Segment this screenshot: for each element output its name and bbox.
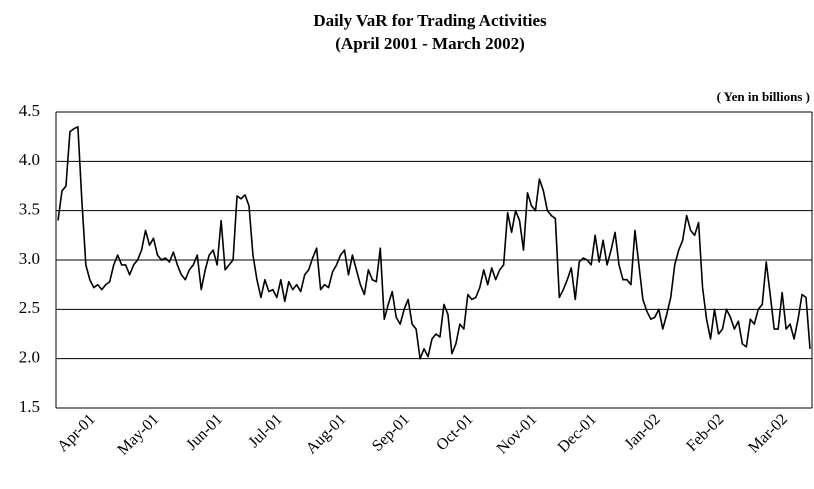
x-tick-label: Nov-01 <box>494 411 541 458</box>
x-tick-label: Aug-01 <box>303 411 350 458</box>
x-tick-label: Jun-01 <box>183 411 226 454</box>
y-tick-label: 3.0 <box>19 249 40 268</box>
x-tick-label: Sep-01 <box>369 411 413 455</box>
x-tick-label: Jan-02 <box>621 411 663 453</box>
data-line <box>57 126 811 360</box>
x-tick-label: Feb-02 <box>683 411 727 455</box>
x-tick-label: Oct-01 <box>433 411 476 454</box>
chart-subtitle: (April 2001 - March 2002) <box>335 34 525 53</box>
y-tick-label: 2.0 <box>19 348 40 367</box>
y-tick-label: 3.5 <box>19 200 40 219</box>
x-tick-label: Apr-01 <box>54 411 98 455</box>
y-tick-label: 2.5 <box>19 298 40 317</box>
unit-note: ( Yen in billions ) <box>717 89 810 104</box>
y-tick-label: 4.0 <box>19 150 40 169</box>
chart-title: Daily VaR for Trading Activities <box>313 11 547 30</box>
y-tick-label: 4.5 <box>19 101 40 120</box>
x-tick-label: Mar-02 <box>745 411 791 457</box>
x-tick-label: Dec-01 <box>555 411 600 456</box>
x-tick-label: May-01 <box>115 411 163 459</box>
x-tick-label: Jul-01 <box>245 411 285 451</box>
y-tick-label: 1.5 <box>19 397 40 416</box>
